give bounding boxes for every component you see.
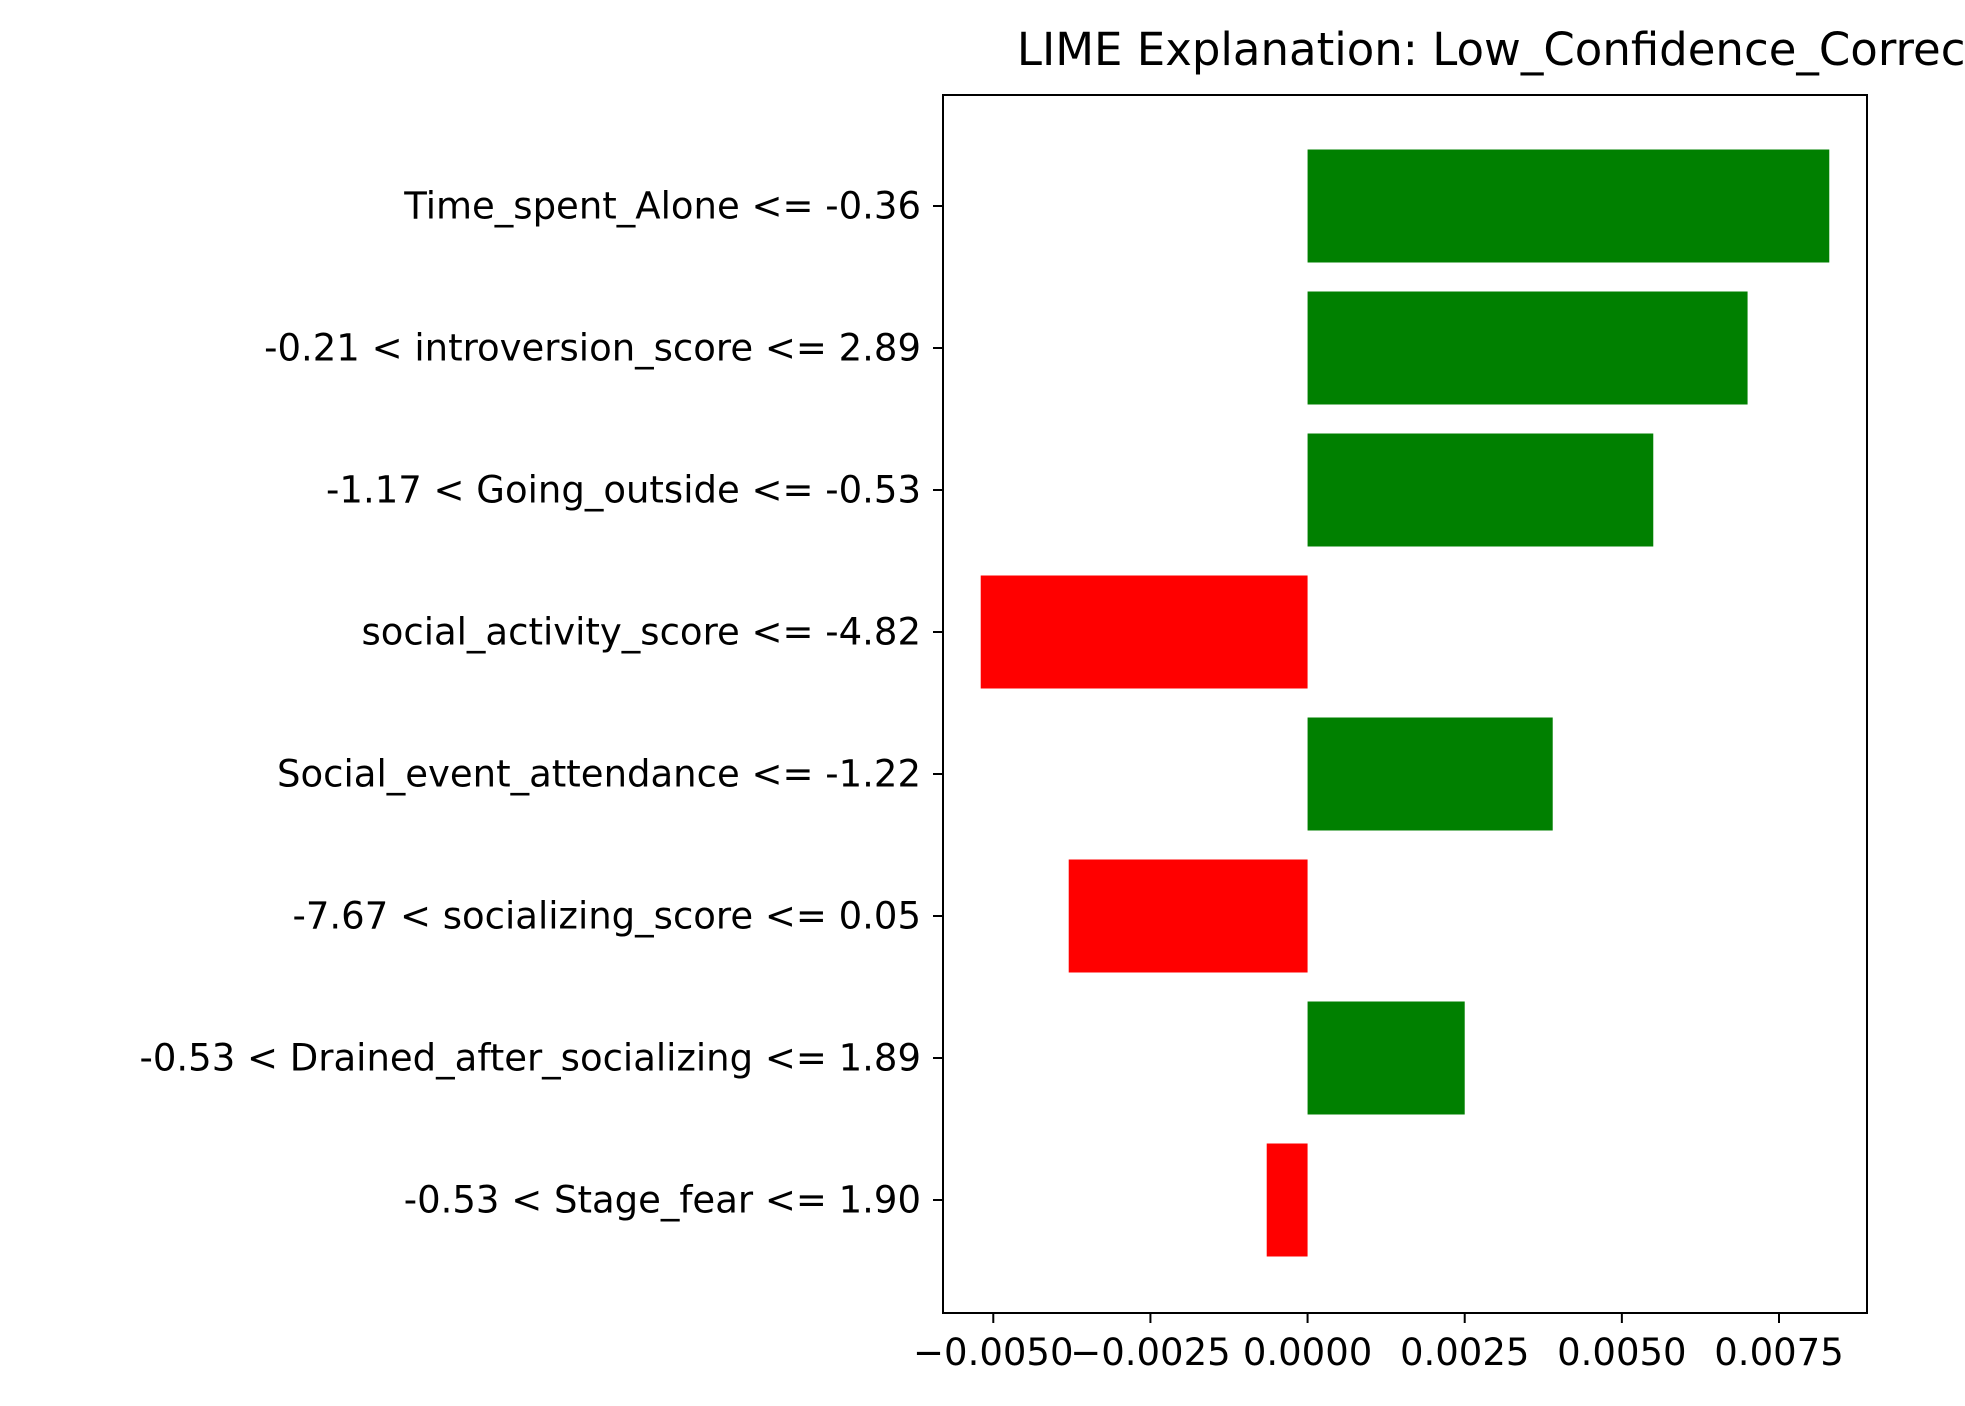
x-tick-label-5: 0.0075 [1714,1331,1843,1374]
y-tick-label-7: -0.53 < Stage_fear <= 1.90 [404,1179,921,1222]
y-tick-label-0: Time_spent_Alone <= -0.36 [403,185,921,228]
x-tick-label-0: −0.0050 [913,1331,1073,1374]
bar-1 [1307,291,1748,405]
y-tick-label-5: -7.67 < socializing_score <= 0.05 [293,895,922,938]
y-tick-label-4: Social_event_attendance <= -1.22 [277,753,921,796]
x-axis: −0.0050−0.0025 0.0000 0.0025 0.0050 0.0075 [913,1313,1844,1374]
y-tick-label-1: -0.21 < introversion_score <= 2.89 [264,327,921,370]
y-tick-labels: Time_spent_Alone <= -0.36 -0.21 < introve… [140,185,943,1222]
bar-0 [1307,149,1830,263]
x-tick-label-2: 0.0000 [1243,1331,1372,1374]
bar-3 [980,575,1308,689]
chart-title: LIME Explanation: Low_Confidence_Correct [1017,23,1965,76]
bars-layer [980,149,1830,1257]
x-tick-label-1: −0.0025 [1070,1331,1230,1374]
bar-5 [1068,859,1308,973]
x-tick-label-4: 0.0050 [1557,1331,1686,1374]
plot-frame [942,94,1868,1314]
bar-4 [1307,717,1553,831]
bar-6 [1307,1001,1465,1115]
y-tick-label-2: -1.17 < Going_outside <= -0.53 [326,469,921,512]
bar-2 [1307,433,1654,547]
y-tick-label-6: -0.53 < Drained_after_socializing <= 1.8… [140,1037,921,1080]
bar-7 [1266,1143,1308,1257]
x-tick-label-3: 0.0025 [1400,1331,1529,1374]
y-tick-label-3: social_activity_score <= -4.82 [361,611,921,654]
